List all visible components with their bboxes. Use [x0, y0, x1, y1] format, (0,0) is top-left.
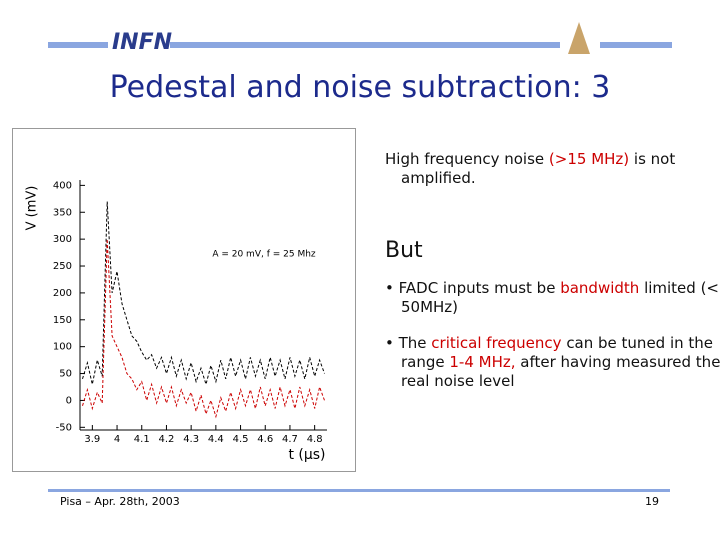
y-tick-label: 50 [59, 369, 72, 380]
x-axis-label: t (μs) [288, 447, 325, 463]
rule [600, 42, 672, 48]
logo-icon [568, 22, 590, 54]
x-tick-label: 4.7 [282, 434, 298, 445]
x-tick-label: 4.3 [183, 434, 199, 445]
y-tick-label: 150 [53, 315, 72, 326]
x-tick-label: 4.4 [208, 434, 224, 445]
text: limited (< 50MHz) [401, 279, 719, 316]
text: The [398, 334, 432, 352]
rule [48, 489, 670, 492]
intro: High frequency noise (>15 MHz) is not am… [385, 150, 720, 188]
page-number: 19 [645, 495, 659, 508]
y-tick-label: 0 [66, 395, 72, 406]
x-tick-label: 3.9 [84, 434, 100, 445]
rule [170, 42, 560, 48]
y-tick-label: 350 [53, 207, 72, 218]
text: is not amplified. [401, 150, 676, 187]
bullet: • The critical frequency can be tuned in… [385, 334, 720, 390]
x-tick-label: 4.6 [257, 434, 273, 445]
text: critical frequency [431, 334, 562, 352]
logo: INFN [112, 30, 173, 55]
trace [82, 239, 325, 419]
x-tick-label: 4.2 [158, 434, 174, 445]
footer-left: Pisa – Apr. 28th, 2003 [60, 495, 180, 508]
text: bandwidth [560, 279, 640, 297]
trace [82, 201, 325, 387]
y-axis-label: V (mV) [25, 186, 40, 231]
x-tick-label: 4.1 [134, 434, 150, 445]
bullet: • FADC inputs must be bandwidth limited … [385, 279, 719, 316]
title: Pedestal and noise subtraction: 3 [109, 70, 611, 105]
x-tick-label: 4.8 [307, 434, 323, 445]
text: after having measured the real noise lev… [401, 353, 720, 390]
text: (>15 MHz) [548, 150, 630, 168]
but: But [385, 238, 423, 263]
text: High frequency noise [385, 150, 549, 168]
y-tick-label: -50 [56, 422, 72, 433]
rule [48, 42, 108, 48]
x-tick-label: 4 [114, 434, 120, 445]
annotation: A = 20 mV, f = 25 Mhz [212, 250, 316, 260]
text: can be tuned in the range [401, 334, 714, 371]
y-tick-label: 400 [53, 180, 72, 191]
y-tick-label: 250 [53, 261, 72, 272]
y-tick-label: 200 [53, 288, 72, 299]
chart-frame [12, 128, 356, 472]
x-tick-label: 4.5 [233, 434, 249, 445]
y-tick-label: 300 [53, 234, 72, 245]
text: 1-4 MHz, [449, 353, 516, 371]
text: FADC inputs must be [398, 279, 561, 297]
y-tick-label: 100 [53, 342, 72, 353]
chart: V (mV) t (μs) A = 20 mV, f = 25 Mhz 400 3… [12, 128, 356, 472]
